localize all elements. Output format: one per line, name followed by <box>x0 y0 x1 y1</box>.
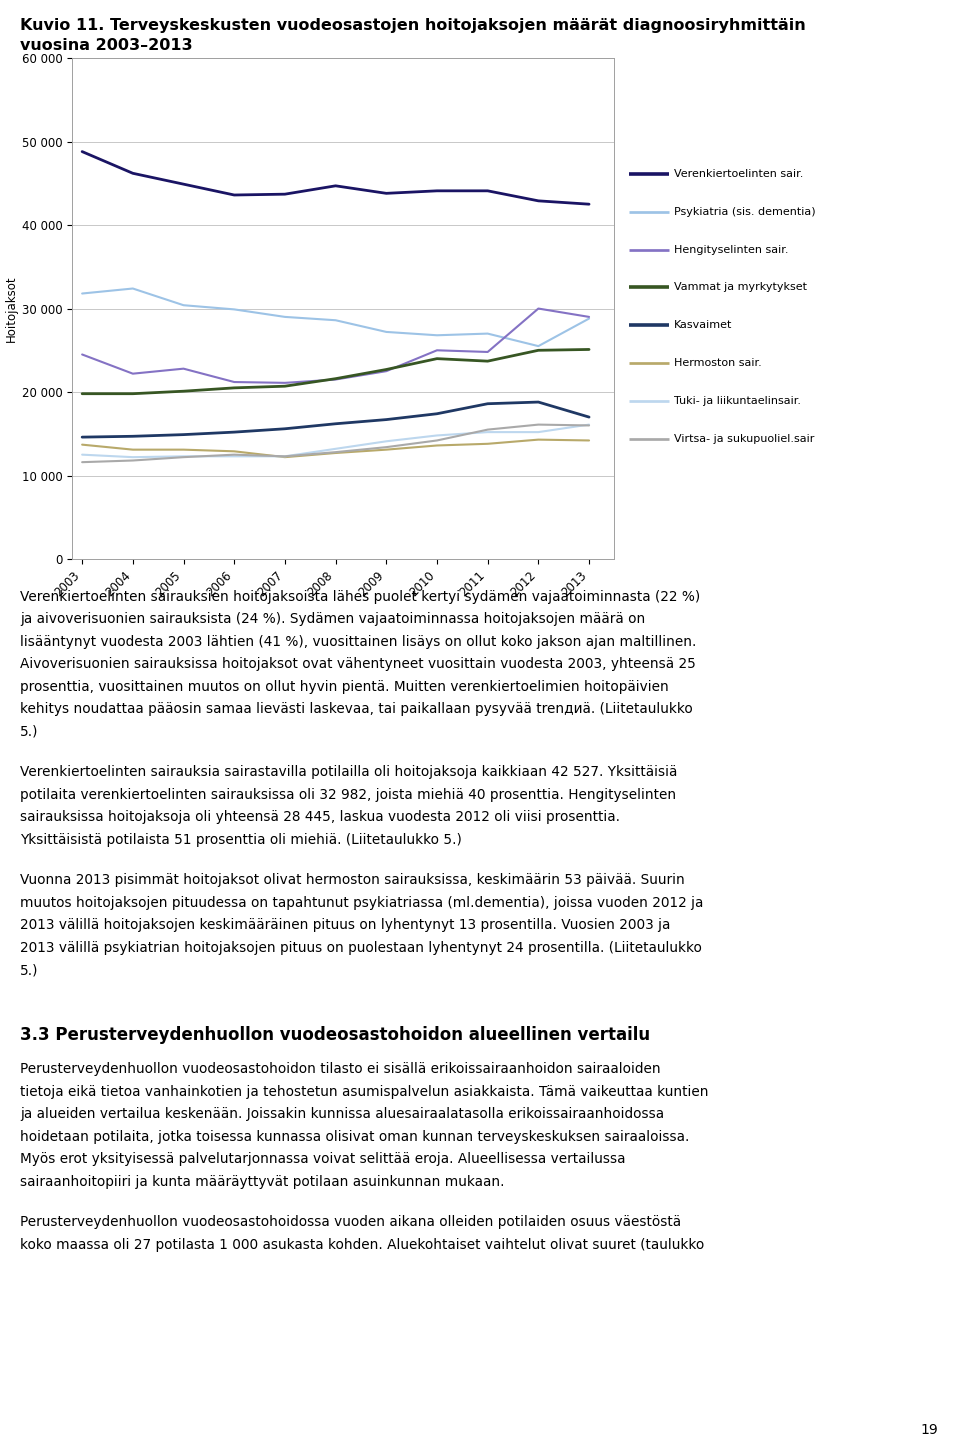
Text: Perusterveydenhuollon vuodeosastohoidon tilasto ei sisällä erikoissairaanhoidon : Perusterveydenhuollon vuodeosastohoidon … <box>20 1061 660 1076</box>
Text: 5.): 5.) <box>20 963 38 977</box>
Text: Verenkiertoelinten sairauksien hoitojaksoista lähes puolet kertyi sydämen vajaat: Verenkiertoelinten sairauksien hoitojaks… <box>20 590 701 604</box>
Text: ja alueiden vertailua keskenään. Joissakin kunnissa aluesairaalatasolla erikoiss: ja alueiden vertailua keskenään. Joissak… <box>20 1106 664 1121</box>
Text: Hengityselinten sair.: Hengityselinten sair. <box>674 245 788 254</box>
Text: Myös erot yksityisessä palvelutarjonnassa voivat selittää eroja. Alueellisessa v: Myös erot yksityisessä palvelutarjonnass… <box>20 1153 626 1166</box>
Text: 19: 19 <box>921 1423 938 1437</box>
Text: Tuki- ja liikuntaelinsair.: Tuki- ja liikuntaelinsair. <box>674 396 801 405</box>
Text: Hermoston sair.: Hermoston sair. <box>674 359 761 367</box>
Text: 2013 välillä hoitojaksojen keskimääräinen pituus on lyhentynyt 13 prosentilla. V: 2013 välillä hoitojaksojen keskimääräine… <box>20 918 670 932</box>
Text: Virtsa- ja sukupuoliel.sair: Virtsa- ja sukupuoliel.sair <box>674 434 814 443</box>
Text: potilaita verenkiertoelinten sairauksissa oli 32 982, joista miehiä 40 prosentti: potilaita verenkiertoelinten sairauksiss… <box>20 787 676 802</box>
Text: hoidetaan potilaita, jotka toisessa kunnassa olisivat oman kunnan terveyskeskuks: hoidetaan potilaita, jotka toisessa kunn… <box>20 1130 689 1144</box>
Text: ja aivoverisuonien sairauksista (24 %). Sydämen vajaatoiminnassa hoitojaksojen m: ja aivoverisuonien sairauksista (24 %). … <box>20 613 645 626</box>
Text: Verenkiertoelinten sairauksia sairastavilla potilailla oli hoitojaksoja kaikkiaa: Verenkiertoelinten sairauksia sairastavi… <box>20 765 678 780</box>
Text: tietoja eikä tietoa vanhainkotien ja tehostetun asumispalvelun asiakkaista. Tämä: tietoja eikä tietoa vanhainkotien ja teh… <box>20 1085 708 1099</box>
Text: Aivoverisuonien sairauksissa hoitojaksot ovat vähentyneet vuosittain vuodesta 20: Aivoverisuonien sairauksissa hoitojaksot… <box>20 656 696 671</box>
Text: Vuonna 2013 pisimmät hoitojaksot olivat hermoston sairauksissa, keskimäärin 53 p: Vuonna 2013 pisimmät hoitojaksot olivat … <box>20 873 684 887</box>
Text: Yksittäisistä potilaista 51 prosenttia oli miehiä. (Liitetaulukko 5.): Yksittäisistä potilaista 51 prosenttia o… <box>20 832 462 847</box>
Text: Verenkiertoelinten sair.: Verenkiertoelinten sair. <box>674 170 804 179</box>
Text: koko maassa oli 27 potilasta 1 000 asukasta kohden. Aluekohtaiset vaihtelut oliv: koko maassa oli 27 potilasta 1 000 asuka… <box>20 1237 705 1252</box>
Text: Kasvaimet: Kasvaimet <box>674 321 732 330</box>
Text: Psykiatria (sis. dementia): Psykiatria (sis. dementia) <box>674 208 816 216</box>
Text: muutos hoitojaksojen pituudessa on tapahtunut psykiatriassa (ml.dementia), joiss: muutos hoitojaksojen pituudessa on tapah… <box>20 896 704 909</box>
Text: Kuvio 11. Terveyskeskusten vuodeosastojen hoitojaksojen määrät diagnoosiryhmittä: Kuvio 11. Terveyskeskusten vuodeosastoje… <box>20 17 805 33</box>
Text: prosenttia, vuosittainen muutos on ollut hyvin pientä. Muitten verenkiertoelimie: prosenttia, vuosittainen muutos on ollut… <box>20 680 669 694</box>
Text: sairaanhoitopiiri ja kunta määräyttyvät potilaan asuinkunnan mukaan.: sairaanhoitopiiri ja kunta määräyttyvät … <box>20 1175 505 1189</box>
Text: 3.3 Perusterveydenhuollon vuodeosastohoidon alueellinen vertailu: 3.3 Perusterveydenhuollon vuodeosastohoi… <box>20 1027 650 1044</box>
Text: sairauksissa hoitojaksoja oli yhteensä 28 445, laskua vuodesta 2012 oli viisi pr: sairauksissa hoitojaksoja oli yhteensä 2… <box>20 810 620 825</box>
Text: kehitys noudattaa pääosin samaa lievästi laskevaa, tai paikallaan pysyvää trenди: kehitys noudattaa pääosin samaa lievästi… <box>20 701 693 716</box>
Text: vuosina 2003–2013: vuosina 2003–2013 <box>20 38 193 54</box>
Text: 5.): 5.) <box>20 725 38 739</box>
Text: Vammat ja myrkytykset: Vammat ja myrkytykset <box>674 283 807 292</box>
Text: lisääntynyt vuodesta 2003 lähtien (41 %), vuosittainen lisäys on ollut koko jaks: lisääntynyt vuodesta 2003 lähtien (41 %)… <box>20 635 697 649</box>
Text: 2013 välillä psykiatrian hoitojaksojen pituus on puolestaan lyhentynyt 24 prosen: 2013 välillä psykiatrian hoitojaksojen p… <box>20 941 702 954</box>
Y-axis label: Hoitojaksot: Hoitojaksot <box>5 276 18 341</box>
Text: Perusterveydenhuollon vuodeosastohoidossa vuoden aikana olleiden potilaiden osuu: Perusterveydenhuollon vuodeosastohoidoss… <box>20 1215 682 1230</box>
